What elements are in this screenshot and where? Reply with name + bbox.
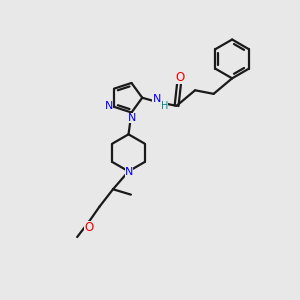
Text: H: H [161, 101, 168, 111]
Text: N: N [125, 167, 133, 177]
Text: O: O [84, 221, 93, 234]
Text: N: N [105, 101, 113, 111]
Text: N: N [152, 94, 161, 103]
Text: N: N [128, 113, 136, 123]
Text: O: O [175, 71, 184, 84]
